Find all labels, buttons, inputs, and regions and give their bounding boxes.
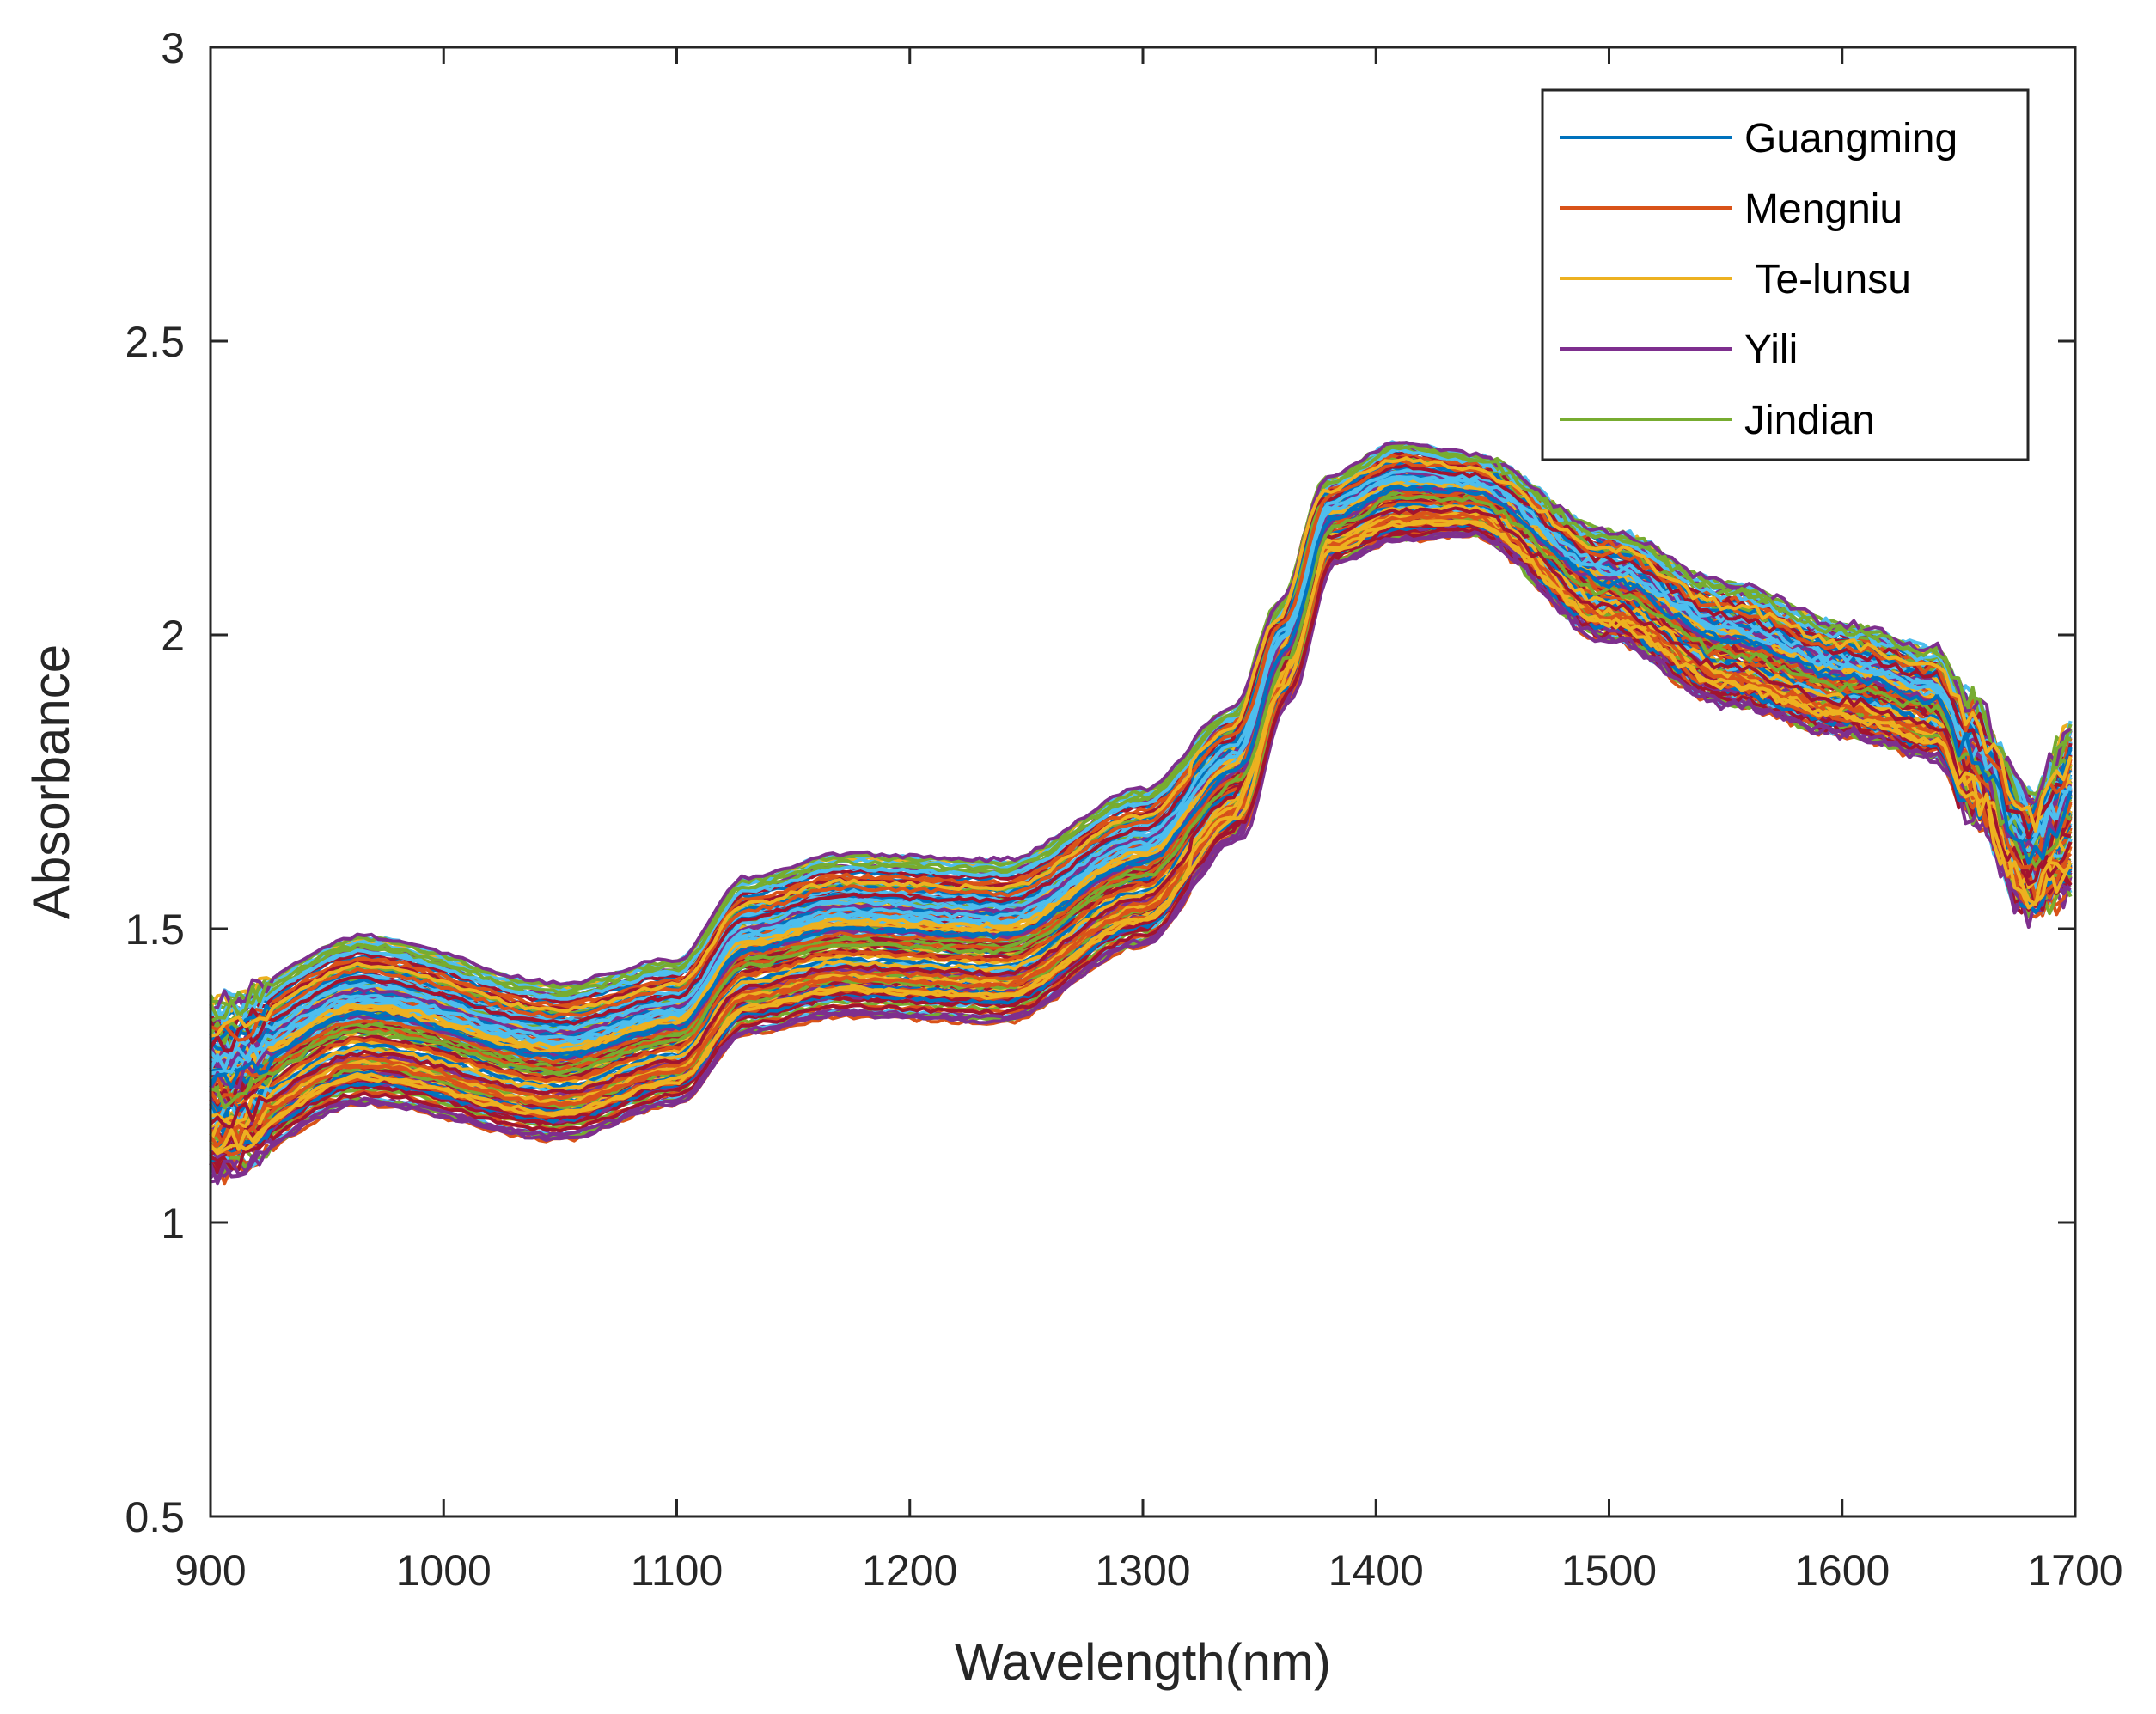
spectra-series-group bbox=[209, 440, 2073, 1186]
spectrum-line bbox=[210, 447, 2073, 1023]
spectrum-line bbox=[209, 485, 2073, 1089]
y-tick-label: 0.5 bbox=[125, 1493, 185, 1541]
x-tick-label: 1300 bbox=[1095, 1546, 1190, 1595]
spectrum-line bbox=[210, 475, 2073, 1076]
spectrum-line bbox=[210, 494, 2073, 1110]
axis-ticks-group: 900 1000 1100 1200 1300 1400 1500 1600 1700 0.5 1 1… bbox=[125, 24, 2122, 1595]
spectrum-line bbox=[209, 530, 2073, 1186]
spectrum-line bbox=[209, 475, 2073, 1071]
legend-label: Te-lunsu bbox=[1744, 257, 1911, 302]
x-tick-label: 1600 bbox=[1794, 1546, 1890, 1595]
spectrum-line bbox=[209, 445, 2072, 1020]
spectrum-line bbox=[209, 506, 2073, 1130]
y-tick-label: 2 bbox=[161, 612, 185, 660]
y-tick-label: 1.5 bbox=[125, 906, 185, 954]
legend-label: Mengniu bbox=[1744, 186, 1903, 232]
spectrum-line bbox=[209, 488, 2073, 1098]
x-tick-label: 900 bbox=[174, 1546, 246, 1595]
y-tick-label: 3 bbox=[161, 24, 185, 72]
y-tick-label: 2.5 bbox=[125, 318, 185, 366]
legend-box bbox=[1541, 88, 2030, 461]
y-axis-title: Absorbance bbox=[22, 644, 80, 919]
spectrum-line bbox=[209, 512, 2073, 1147]
spectrum-line bbox=[209, 448, 2072, 1028]
legend: Guangming Mengniu Te-lunsu Yili Jindian bbox=[1541, 88, 2030, 461]
spectrum-line bbox=[209, 463, 2073, 1052]
spectrum-line bbox=[209, 499, 2073, 1118]
spectrum-line bbox=[210, 441, 2072, 1011]
spectrum-line bbox=[210, 440, 2073, 1016]
x-tick-label: 1000 bbox=[396, 1546, 492, 1595]
x-tick-label: 1400 bbox=[1328, 1546, 1424, 1595]
spectrum-line bbox=[210, 519, 2072, 1153]
y-tick-label: 1 bbox=[161, 1199, 185, 1247]
x-tick-label: 1100 bbox=[631, 1546, 724, 1595]
x-tick-label: 1700 bbox=[2027, 1546, 2122, 1595]
legend-label: Guangming bbox=[1744, 116, 1958, 162]
legend-label: Jindian bbox=[1744, 398, 1875, 443]
legend-label: Yili bbox=[1744, 327, 1798, 373]
spectrum-line bbox=[209, 526, 2071, 1174]
x-axis-title: Wavelength(nm) bbox=[955, 1633, 1331, 1691]
x-tick-label: 1500 bbox=[1561, 1546, 1657, 1595]
x-tick-label: 1200 bbox=[862, 1546, 957, 1595]
spectrum-line bbox=[210, 456, 2073, 1038]
